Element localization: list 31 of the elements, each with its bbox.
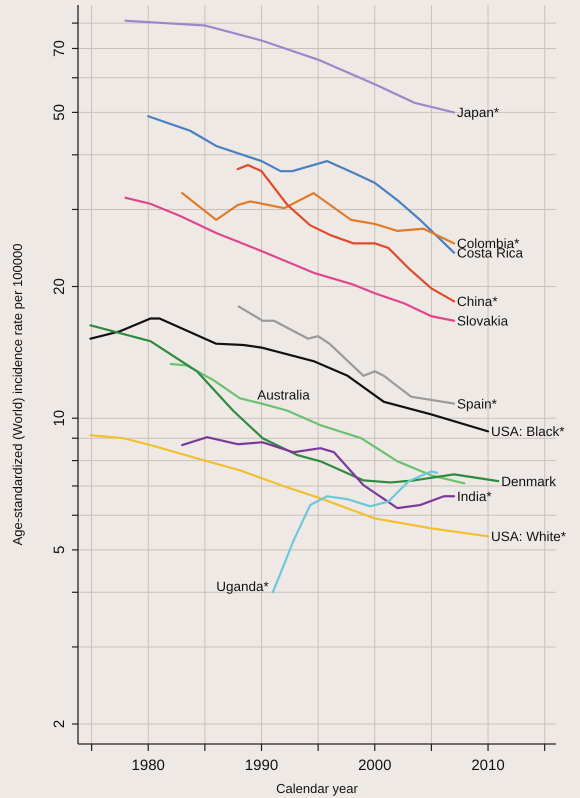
y-tick-label: 2 bbox=[51, 720, 68, 728]
line-series bbox=[181, 436, 456, 510]
x-tick-label: 1990 bbox=[244, 757, 278, 774]
series-label: Australia bbox=[257, 387, 310, 402]
y-tick-label: 20 bbox=[51, 278, 68, 295]
y-tick-label: 10 bbox=[51, 410, 68, 427]
line-series bbox=[124, 196, 456, 322]
line-series bbox=[124, 20, 456, 114]
y-tick-label: 5 bbox=[51, 546, 68, 554]
line-series bbox=[181, 192, 456, 244]
series-label: Japan* bbox=[457, 105, 500, 120]
x-tick-label: 1980 bbox=[132, 757, 165, 774]
y-axis-title: Age-standardized (World) incidence rate per 100000 bbox=[10, 244, 25, 546]
series-label: Uganda* bbox=[216, 579, 270, 594]
x-tick-label: 2010 bbox=[471, 757, 505, 774]
series-label: Spain* bbox=[457, 396, 498, 412]
line-series bbox=[236, 164, 456, 302]
x-axis-title: Calendar year bbox=[276, 781, 358, 796]
series-label: USA: White* bbox=[491, 529, 567, 544]
series-label: Slovakia bbox=[457, 313, 509, 328]
line-series bbox=[238, 305, 456, 405]
line-series bbox=[89, 434, 490, 538]
series-label: Denmark bbox=[501, 474, 556, 489]
y-tick-label: 50 bbox=[51, 104, 68, 121]
line-series bbox=[272, 470, 438, 594]
y-tick-label: 70 bbox=[51, 40, 68, 57]
series-label: China* bbox=[457, 294, 498, 310]
line-series bbox=[147, 115, 456, 254]
series-label: USA: Black* bbox=[491, 424, 566, 440]
x-tick-label: 2000 bbox=[358, 757, 392, 774]
series-label: India* bbox=[457, 489, 492, 504]
